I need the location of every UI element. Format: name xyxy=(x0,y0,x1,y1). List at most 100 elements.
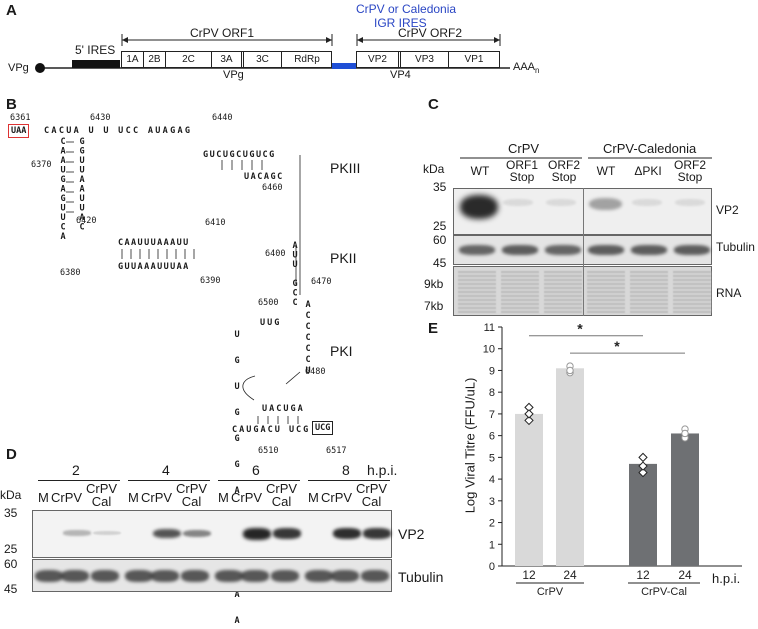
vp4-sub-label: VP4 xyxy=(390,69,411,81)
band xyxy=(333,528,361,540)
orf1-cell: 1A xyxy=(122,52,144,67)
bar xyxy=(629,463,657,566)
rna-lane xyxy=(673,271,711,313)
row-label-vp2: VP2 xyxy=(398,526,425,542)
pk1-label: PKI xyxy=(330,343,353,359)
band xyxy=(181,570,209,582)
band xyxy=(459,245,495,255)
orf2-title: CrPV ORF2 xyxy=(398,26,463,40)
lane-label: WT xyxy=(470,164,490,178)
group-line xyxy=(38,480,120,481)
panel-e-label: E xyxy=(428,320,439,337)
timepoint-label: 2 xyxy=(72,462,80,478)
band xyxy=(631,245,667,255)
y-tick-label: 9 xyxy=(489,365,495,377)
orf1-cell: 2C xyxy=(166,52,212,67)
row-label-tubulin: Tubulin xyxy=(716,240,755,254)
seq-loop-bases: U G U G G G A C A U A A xyxy=(232,330,242,629)
marker: 25 xyxy=(4,542,18,556)
marker: 35 xyxy=(433,180,447,194)
timepoint-label: 8 xyxy=(342,462,350,478)
y-tick-label: 0 xyxy=(489,561,495,573)
stop-codon-ucg: UCG xyxy=(312,421,334,435)
seq-pk1-stem: ACCCCCU xyxy=(303,300,313,377)
nt-number: 6370 xyxy=(31,160,52,170)
rna-lane xyxy=(501,271,539,313)
data-point xyxy=(524,415,534,426)
nt-number: 6380 xyxy=(60,268,81,278)
orf2-box: VP2 VP3 VP1 xyxy=(356,51,500,68)
lane-label: ORF2 Stop xyxy=(673,158,706,184)
y-tick-label: 10 xyxy=(483,344,495,356)
igr-title-line1: CrPV or Caledonia xyxy=(356,2,457,16)
seq-pk2-right: AUU GCC xyxy=(290,241,300,308)
igr-ires-bar xyxy=(332,63,356,69)
panel-d-label: D xyxy=(6,446,17,463)
marker: 25 xyxy=(433,219,447,233)
lane-label: CrPV xyxy=(321,490,353,505)
data-point xyxy=(524,409,534,419)
significance-star: * xyxy=(577,321,583,337)
band xyxy=(675,198,706,206)
y-tick-label: 5 xyxy=(489,452,495,464)
nt-number: 6430 xyxy=(90,113,111,123)
seq-pk2-b: GUUAAAUUUAA xyxy=(118,262,190,272)
band xyxy=(588,245,624,255)
lane-label: CrPV Cal xyxy=(266,481,298,509)
lane-label: CrPV xyxy=(231,490,263,505)
lane-label: ORF1 Stop xyxy=(505,158,538,184)
lane-label: ΔPKI xyxy=(634,164,662,178)
x-tick-label: 12 xyxy=(522,568,536,582)
panel-b-label: B xyxy=(6,96,17,113)
marker: 45 xyxy=(4,582,18,596)
nt-number: 6470 xyxy=(311,277,332,287)
band xyxy=(153,528,181,539)
kda-label: kDa xyxy=(0,488,22,502)
band xyxy=(502,245,538,255)
lane-label: M xyxy=(308,490,319,505)
nt-number: 6480 xyxy=(305,367,326,377)
y-tick-label: 4 xyxy=(489,474,495,486)
bar xyxy=(556,368,584,566)
orf1-cell: RdRp xyxy=(294,54,320,65)
band xyxy=(215,570,243,582)
marker: 45 xyxy=(433,256,447,270)
band xyxy=(35,570,63,582)
seq-top: CACUA U U UCC AUAGAG xyxy=(44,126,193,136)
seq-mid: UACUGA xyxy=(262,404,305,414)
rna-lane xyxy=(458,271,496,313)
nt-number: 6517 xyxy=(326,446,347,456)
orf1-cell: 3A xyxy=(212,52,244,67)
orf2-cell: VP3 xyxy=(401,52,449,67)
band xyxy=(271,570,299,582)
nt-number: 6510 xyxy=(258,446,279,456)
band xyxy=(183,529,211,538)
pk3-label: PKIII xyxy=(330,160,361,176)
significance-star: * xyxy=(614,338,620,354)
lane-label: CrPV xyxy=(51,490,83,505)
timepoint-label: 4 xyxy=(162,462,170,478)
lane-label: CrPV Cal xyxy=(176,481,208,509)
row-label-tubulin: Tubulin xyxy=(398,569,444,585)
band xyxy=(363,528,391,540)
lane-label: M xyxy=(38,490,49,505)
nt-number: 6390 xyxy=(200,276,221,286)
band xyxy=(361,570,389,582)
lane-label: WT xyxy=(596,164,616,178)
genome-diagram xyxy=(35,34,510,73)
lane-label: CrPV xyxy=(141,490,173,505)
band xyxy=(545,245,581,255)
x-tick-label: 24 xyxy=(563,568,577,582)
vp2-blot xyxy=(453,188,712,235)
lane-label: M xyxy=(218,490,229,505)
vpg-left-label: VPg xyxy=(8,62,29,74)
lane-label: ORF2 Stop xyxy=(547,158,580,184)
y-tick-label: 11 xyxy=(484,322,495,334)
ires5-label: 5' IRES xyxy=(75,43,116,57)
marker: 9kb xyxy=(424,277,444,291)
vp2-blot xyxy=(32,510,392,558)
group-caledonia: CrPV-Caledonia xyxy=(603,141,697,156)
band xyxy=(546,198,577,206)
seq-pk3-a: GUCUGCUGUCG xyxy=(203,150,276,160)
